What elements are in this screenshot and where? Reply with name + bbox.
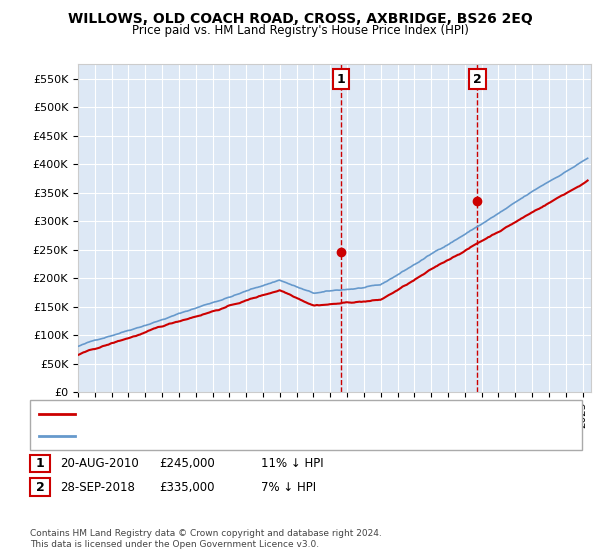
Text: £335,000: £335,000 xyxy=(159,480,215,494)
Text: 2: 2 xyxy=(36,480,44,494)
Text: 28-SEP-2018: 28-SEP-2018 xyxy=(60,480,135,494)
Text: 7% ↓ HPI: 7% ↓ HPI xyxy=(261,480,316,494)
Text: Contains HM Land Registry data © Crown copyright and database right 2024.
This d: Contains HM Land Registry data © Crown c… xyxy=(30,529,382,549)
Text: WILLOWS, OLD COACH ROAD, CROSS, AXBRIDGE, BS26 2EQ: WILLOWS, OLD COACH ROAD, CROSS, AXBRIDGE… xyxy=(68,12,532,26)
Text: HPI: Average price, detached house, Somerset: HPI: Average price, detached house, Some… xyxy=(83,431,326,441)
Text: 20-AUG-2010: 20-AUG-2010 xyxy=(60,457,139,470)
Text: 2: 2 xyxy=(473,73,482,86)
Text: 11% ↓ HPI: 11% ↓ HPI xyxy=(261,457,323,470)
Text: WILLOWS, OLD COACH ROAD, CROSS, AXBRIDGE, BS26 2EQ (detached house): WILLOWS, OLD COACH ROAD, CROSS, AXBRIDGE… xyxy=(83,409,492,419)
Text: Price paid vs. HM Land Registry's House Price Index (HPI): Price paid vs. HM Land Registry's House … xyxy=(131,24,469,37)
Text: £245,000: £245,000 xyxy=(159,457,215,470)
Text: 1: 1 xyxy=(36,457,44,470)
Text: 1: 1 xyxy=(337,73,346,86)
